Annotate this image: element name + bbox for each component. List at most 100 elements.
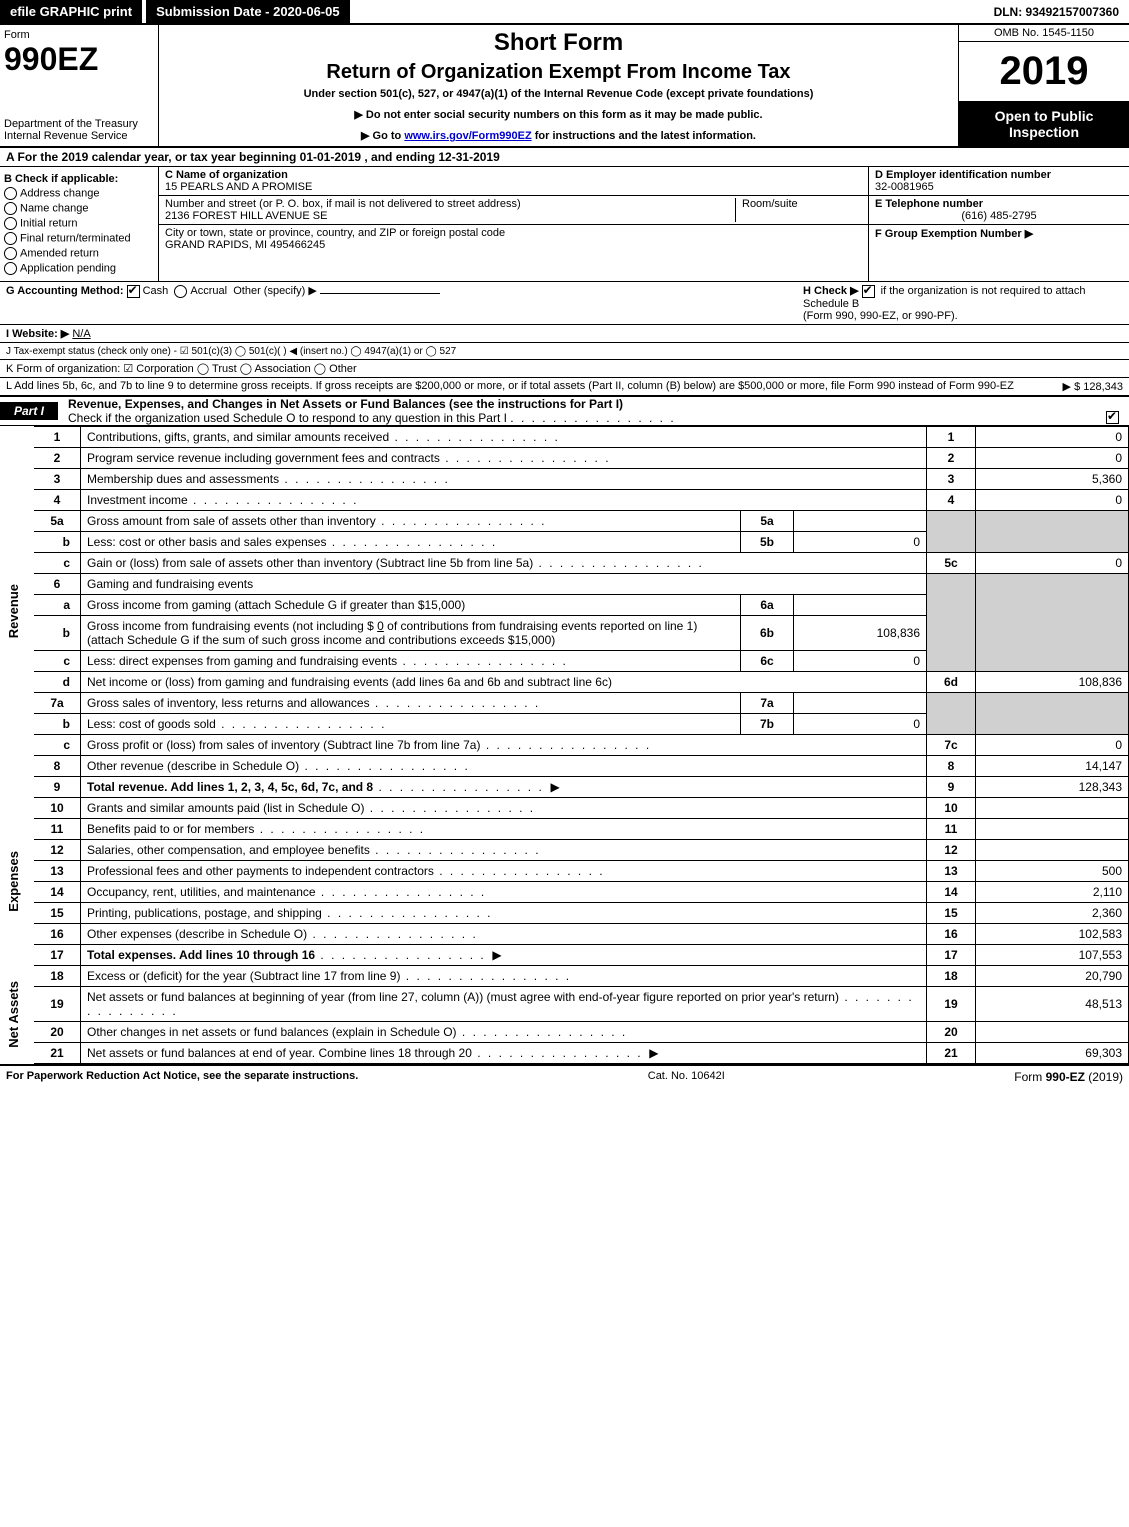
form-footer-label: Form 990-EZ (2019): [1014, 1070, 1123, 1084]
submission-date-button[interactable]: Submission Date - 2020-06-05: [146, 0, 350, 23]
line-5a-num: 5a: [34, 510, 81, 531]
org-name-value: 15 PEARLS AND A PROMISE: [165, 181, 862, 193]
line-5b-desc: Less: cost or other basis and sales expe…: [87, 535, 497, 549]
irs-link[interactable]: www.irs.gov/Form990EZ: [404, 130, 531, 142]
open-public-badge: Open to Public Inspection: [959, 102, 1129, 146]
line-10-num: 10: [34, 797, 81, 818]
check-initial-return[interactable]: Initial return: [4, 217, 154, 230]
line-1-desc: Contributions, gifts, grants, and simila…: [87, 430, 560, 444]
line-4-boxnum: 4: [927, 489, 976, 510]
accrual-checkbox[interactable]: [174, 285, 187, 298]
line-10-boxnum: 10: [927, 797, 976, 818]
line-12-desc: Salaries, other compensation, and employ…: [87, 843, 541, 857]
line-19-num: 19: [34, 986, 81, 1021]
check-application-pending[interactable]: Application pending: [4, 262, 154, 275]
line-6c-num: c: [34, 650, 81, 671]
irs-label: Internal Revenue Service: [4, 130, 154, 142]
line-18-value: 20,790: [976, 965, 1129, 986]
line-14-num: 14: [34, 881, 81, 902]
short-form-title: Short Form: [163, 29, 954, 57]
line-13-desc: Professional fees and other payments to …: [87, 864, 605, 878]
revenue-side-label: Revenue: [6, 584, 21, 638]
city-value: GRAND RAPIDS, MI 495466245: [165, 239, 862, 251]
form-header: Form 990EZ Department of the Treasury In…: [0, 25, 1129, 148]
line-6-desc: Gaming and fundraising events: [81, 573, 927, 594]
line-13-value: 500: [976, 860, 1129, 881]
line-6d-value: 108,836: [976, 671, 1129, 692]
part-1-table: Revenue 1 Contributions, gifts, grants, …: [0, 426, 1129, 1064]
line-6a-box: 6a: [741, 594, 794, 615]
line-19-desc: Net assets or fund balances at beginning…: [87, 990, 914, 1018]
tax-period-row: A For the 2019 calendar year, or tax yea…: [0, 148, 1129, 167]
line-3-num: 3: [34, 468, 81, 489]
line-17-boxnum: 17: [927, 944, 976, 965]
other-specify-input[interactable]: [320, 293, 440, 294]
other-specify-label: Other (specify) ▶: [233, 285, 317, 297]
netassets-side-label: Net Assets: [6, 981, 21, 1048]
line-14-boxnum: 14: [927, 881, 976, 902]
omb-number: OMB No. 1545-1150: [959, 25, 1129, 42]
line-6b-num: b: [34, 615, 81, 650]
row-i: I Website: ▶ N/A: [0, 325, 1129, 343]
line-21-num: 21: [34, 1042, 81, 1063]
address-label: Number and street (or P. O. box, if mail…: [165, 198, 735, 210]
cash-checkbox[interactable]: [127, 285, 140, 298]
line-13-num: 13: [34, 860, 81, 881]
line-6c-boxval: 0: [794, 650, 927, 671]
part-1-title: Revenue, Expenses, and Changes in Net As…: [68, 397, 623, 411]
line-11-desc: Benefits paid to or for members: [87, 822, 425, 836]
check-final-return[interactable]: Final return/terminated: [4, 232, 154, 245]
line-2-value: 0: [976, 447, 1129, 468]
tax-year: 2019: [959, 42, 1129, 102]
line-6d-desc: Net income or (loss) from gaming and fun…: [81, 671, 927, 692]
line-7b-boxval: 0: [794, 713, 927, 734]
line-20-desc: Other changes in net assets or fund bala…: [87, 1025, 627, 1039]
ein-label: D Employer identification number: [875, 169, 1123, 181]
room-suite-label: Room/suite: [735, 198, 862, 222]
section-def: D Employer identification number 32-0081…: [868, 167, 1129, 281]
line-5a-desc: Gross amount from sale of assets other t…: [87, 514, 547, 528]
line-16-value: 102,583: [976, 923, 1129, 944]
line-12-value: [976, 839, 1129, 860]
cash-label: Cash: [143, 285, 169, 297]
line-8-value: 14,147: [976, 755, 1129, 776]
line-9-num: 9: [34, 776, 81, 797]
line-5c-boxnum: 5c: [927, 552, 976, 573]
line-6b-box: 6b: [741, 615, 794, 650]
line-6d-num: d: [34, 671, 81, 692]
paperwork-notice: For Paperwork Reduction Act Notice, see …: [6, 1070, 358, 1082]
line-13-boxnum: 13: [927, 860, 976, 881]
check-name-change[interactable]: Name change: [4, 202, 154, 215]
line-18-num: 18: [34, 965, 81, 986]
line-17-num: 17: [34, 944, 81, 965]
line-7a-num: 7a: [34, 692, 81, 713]
line-16-num: 16: [34, 923, 81, 944]
website-value: N/A: [72, 328, 90, 340]
efile-print-button[interactable]: efile GRAPHIC print: [0, 0, 142, 23]
line-5a-box: 5a: [741, 510, 794, 531]
line-21-value: 69,303: [976, 1042, 1129, 1063]
schedule-o-checkbox[interactable]: [1106, 411, 1119, 424]
website-label: I Website: ▶: [6, 328, 69, 340]
goto-pre: ▶ Go to: [361, 130, 404, 142]
check-address-change[interactable]: Address change: [4, 187, 154, 200]
line-10-value: [976, 797, 1129, 818]
line-14-value: 2,110: [976, 881, 1129, 902]
check-amended-return[interactable]: Amended return: [4, 247, 154, 260]
line-7c-boxnum: 7c: [927, 734, 976, 755]
line-5b-boxval: 0: [794, 531, 927, 552]
row-l-text: L Add lines 5b, 6c, and 7b to line 9 to …: [6, 380, 1063, 392]
line-7a-desc: Gross sales of inventory, less returns a…: [87, 696, 540, 710]
line-7b-box: 7b: [741, 713, 794, 734]
line-8-num: 8: [34, 755, 81, 776]
expenses-side-label: Expenses: [6, 851, 21, 912]
org-name-label: C Name of organization: [165, 169, 288, 181]
page-footer: For Paperwork Reduction Act Notice, see …: [0, 1064, 1129, 1088]
form-number: 990EZ: [4, 41, 154, 78]
line-20-num: 20: [34, 1021, 81, 1042]
line-10-desc: Grants and similar amounts paid (list in…: [87, 801, 535, 815]
h-checkbox[interactable]: [862, 285, 875, 298]
line-11-num: 11: [34, 818, 81, 839]
line-20-boxnum: 20: [927, 1021, 976, 1042]
line-19-boxnum: 19: [927, 986, 976, 1021]
